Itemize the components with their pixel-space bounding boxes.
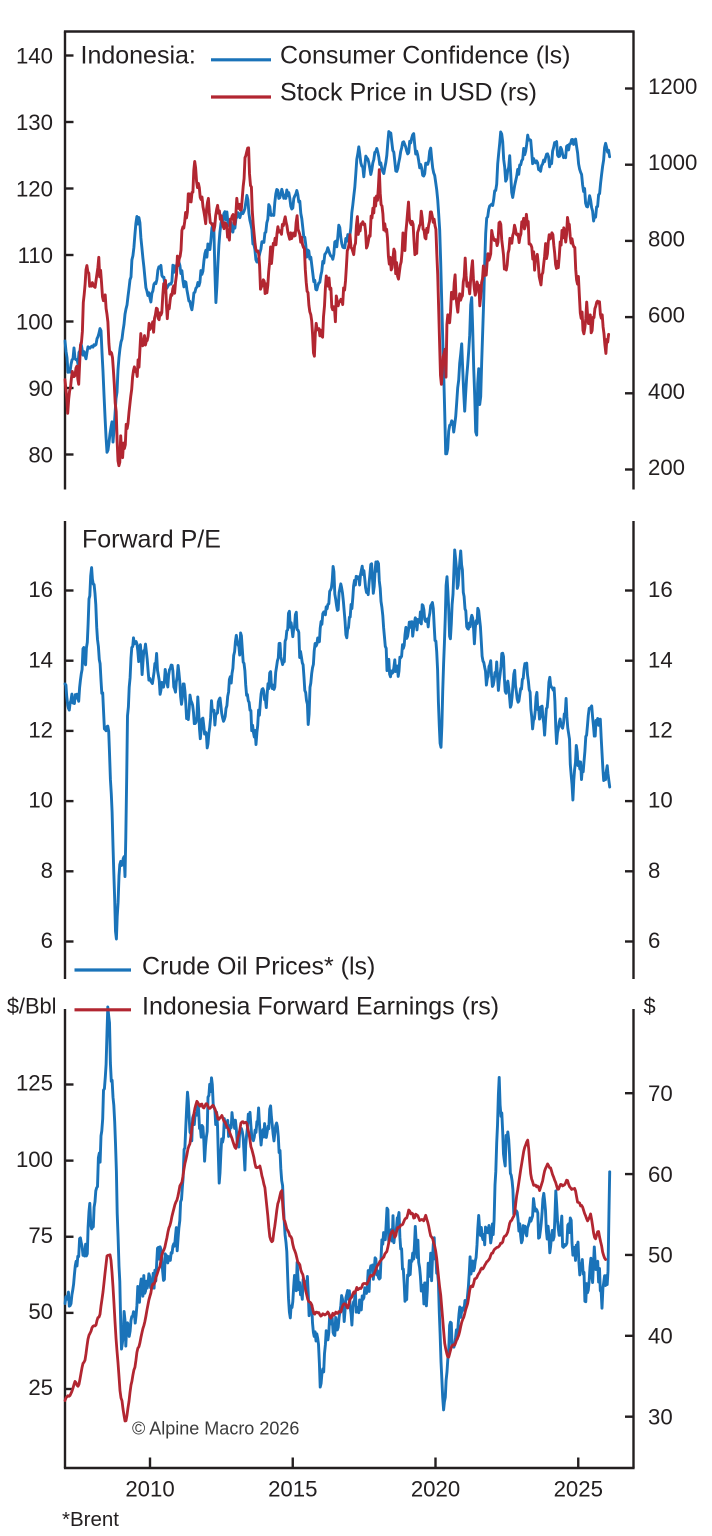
svg-text:600: 600: [648, 303, 685, 328]
svg-text:14: 14: [648, 647, 673, 672]
svg-text:2020: 2020: [411, 1477, 460, 1502]
svg-text:140: 140: [16, 43, 53, 68]
svg-text:14: 14: [28, 647, 53, 672]
svg-text:25: 25: [28, 1375, 53, 1400]
svg-text:1200: 1200: [648, 74, 697, 99]
svg-text:Indonesia:: Indonesia:: [81, 42, 196, 70]
svg-text:8: 8: [648, 858, 660, 883]
svg-text:Forward P/E: Forward P/E: [82, 526, 221, 554]
svg-text:75: 75: [28, 1223, 53, 1248]
svg-text:$: $: [644, 994, 656, 1019]
svg-text:Stock Price in USD (rs): Stock Price in USD (rs): [280, 79, 537, 107]
svg-text:12: 12: [28, 718, 53, 743]
svg-text:6: 6: [648, 928, 660, 953]
svg-text:50: 50: [28, 1299, 53, 1324]
svg-text:16: 16: [28, 577, 53, 602]
svg-text:10: 10: [648, 788, 673, 813]
svg-text:800: 800: [648, 226, 685, 251]
svg-text:2025: 2025: [554, 1477, 603, 1502]
svg-text:100: 100: [16, 1147, 53, 1172]
svg-text:6: 6: [41, 928, 53, 953]
svg-text:400: 400: [648, 379, 685, 404]
svg-text:*Brent: *Brent: [62, 1508, 119, 1531]
svg-text:© Alpine Macro 2026: © Alpine Macro 2026: [132, 1419, 299, 1439]
svg-text:100: 100: [16, 309, 53, 334]
svg-text:50: 50: [648, 1243, 673, 1268]
svg-text:200: 200: [648, 455, 685, 480]
svg-text:Consumer Confidence (ls): Consumer Confidence (ls): [280, 42, 570, 70]
svg-text:40: 40: [648, 1324, 673, 1349]
svg-text:80: 80: [28, 442, 53, 467]
svg-text:2015: 2015: [268, 1477, 317, 1502]
svg-text:Indonesia Forward Earnings (rs: Indonesia Forward Earnings (rs): [142, 993, 499, 1021]
svg-text:8: 8: [41, 858, 53, 883]
svg-text:1000: 1000: [648, 150, 697, 175]
svg-text:130: 130: [16, 110, 53, 135]
svg-text:120: 120: [16, 176, 53, 201]
svg-text:$/Bbl: $/Bbl: [7, 994, 57, 1019]
svg-text:30: 30: [648, 1404, 673, 1429]
svg-text:2010: 2010: [125, 1477, 174, 1502]
svg-text:70: 70: [648, 1081, 673, 1106]
svg-text:110: 110: [18, 243, 53, 268]
svg-text:Crude Oil Prices* (ls): Crude Oil Prices* (ls): [142, 953, 375, 981]
svg-text:16: 16: [648, 577, 673, 602]
svg-text:90: 90: [28, 376, 53, 401]
svg-text:125: 125: [16, 1071, 53, 1096]
svg-text:60: 60: [648, 1162, 673, 1187]
svg-text:12: 12: [648, 718, 673, 743]
svg-text:10: 10: [28, 788, 53, 813]
